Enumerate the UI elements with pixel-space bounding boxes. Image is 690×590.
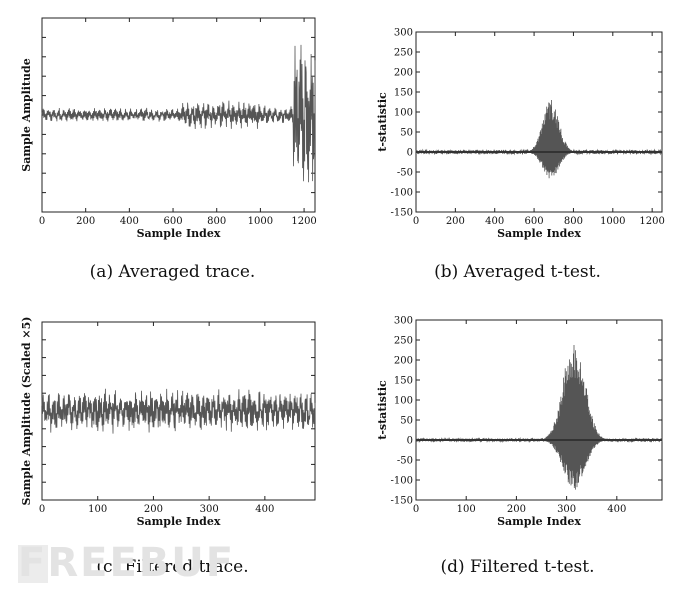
y-axis-label: t-statistic xyxy=(376,92,389,152)
y-tick-label: -150 xyxy=(391,496,413,507)
x-tick-label: 200 xyxy=(507,504,526,515)
x-tick-label: 400 xyxy=(120,216,139,227)
y-tick-label: 300 xyxy=(394,28,413,39)
y-tick-label: -50 xyxy=(397,456,413,467)
y-tick-label: 50 xyxy=(400,128,413,139)
chart-averaged-trace: 0 200 400 600 800 1000 1200 Sample Index Sample … xyxy=(20,17,317,240)
panel-filtered-ttest: 0 100 200 300 400 -150 -100 -50 0 50 100 150 200 250 3… xyxy=(345,295,690,590)
x-tick-label: 0 xyxy=(39,216,45,227)
x-tick-label: 400 xyxy=(607,504,626,515)
y-axis-label: t-statistic xyxy=(376,380,389,440)
y-axis-label: Sample Amplitude xyxy=(20,58,33,171)
x-tick-label: 400 xyxy=(485,216,504,227)
y-tick-label: 0 xyxy=(407,148,413,159)
series-line xyxy=(415,99,663,179)
x-tick-label: 200 xyxy=(76,216,95,227)
x-tick-label: 1200 xyxy=(639,216,664,227)
panel-filtered-trace: 0 100 200 300 400 Sample Index Sample Amplitud… xyxy=(0,295,345,590)
x-tick-label: 300 xyxy=(557,504,576,515)
x-axis-label: Sample Index xyxy=(497,227,581,240)
chart-filtered-ttest: 0 100 200 300 400 -150 -100 -50 0 50 100 150 200 250 3… xyxy=(376,316,663,528)
y-tick-label: 200 xyxy=(394,68,413,79)
y-axis-label: Sample Amplitude (Scaled ×5) xyxy=(20,317,33,506)
x-tick-label: 100 xyxy=(88,504,107,515)
series-line xyxy=(41,388,316,434)
watermark-text: FREEBUF xyxy=(18,540,236,586)
x-tick-label: 400 xyxy=(255,504,274,515)
caption-averaged-trace: (a) Averaged trace. xyxy=(89,262,256,282)
chart-averaged-ttest: 0 200 400 600 800 1000 1200 -150 -100 -50 0 50 100 15… xyxy=(376,28,665,241)
x-tick-label: 1200 xyxy=(291,216,316,227)
x-tick-label: 0 xyxy=(39,504,45,515)
y-tick-label: -150 xyxy=(391,208,413,219)
x-tick-label: 600 xyxy=(525,216,544,227)
x-tick-label: 300 xyxy=(200,504,219,515)
series-line xyxy=(41,44,316,183)
x-tick-label: 200 xyxy=(144,504,163,515)
x-tick-label: 100 xyxy=(457,504,476,515)
y-tick-label: 100 xyxy=(394,396,413,407)
y-tick-label: 150 xyxy=(394,88,413,99)
x-tick-label: 1000 xyxy=(248,216,273,227)
y-tick-label: 250 xyxy=(394,336,413,347)
x-tick-label: 600 xyxy=(163,216,182,227)
y-tick-label: -100 xyxy=(391,476,413,487)
caption-filtered-trace: (c) Filtered trace. xyxy=(96,557,249,577)
x-tick-label: 800 xyxy=(564,216,583,227)
caption-averaged-ttest: (b) Averaged t-test. xyxy=(434,262,601,282)
x-tick-label: 1000 xyxy=(600,216,625,227)
watermark-logo-icon xyxy=(18,545,48,583)
x-axis-label: Sample Index xyxy=(497,515,581,528)
plot-frame xyxy=(415,319,663,501)
y-tick-label: 200 xyxy=(394,356,413,367)
y-tick-label: 250 xyxy=(394,48,413,59)
y-tick-label: 0 xyxy=(407,436,413,447)
chart-filtered-trace: 0 100 200 300 400 Sample Index Sample Amplitud… xyxy=(20,317,316,528)
plot-frame xyxy=(415,31,663,213)
y-tick-label: -100 xyxy=(391,188,413,199)
x-axis-label: Sample Index xyxy=(137,227,221,240)
y-tick-label: 300 xyxy=(394,316,413,327)
series-line xyxy=(415,344,663,490)
x-tick-label: 0 xyxy=(413,216,419,227)
x-axis-label: Sample Index xyxy=(137,515,221,528)
x-tick-label: 200 xyxy=(446,216,465,227)
panel-averaged-ttest: 0 200 400 600 800 1000 1200 -150 -100 -50 0 50 100 15… xyxy=(345,0,690,295)
y-tick-label: 150 xyxy=(394,376,413,387)
panel-averaged-trace: 0 200 400 600 800 1000 1200 Sample Index Sample … xyxy=(0,0,345,295)
y-tick-label: -50 xyxy=(397,168,413,179)
caption-filtered-ttest: (d) Filtered t-test. xyxy=(440,557,595,577)
x-tick-label: 0 xyxy=(413,504,419,515)
y-tick-label: 50 xyxy=(400,416,413,427)
y-tick-label: 100 xyxy=(394,108,413,119)
x-tick-label: 800 xyxy=(207,216,226,227)
